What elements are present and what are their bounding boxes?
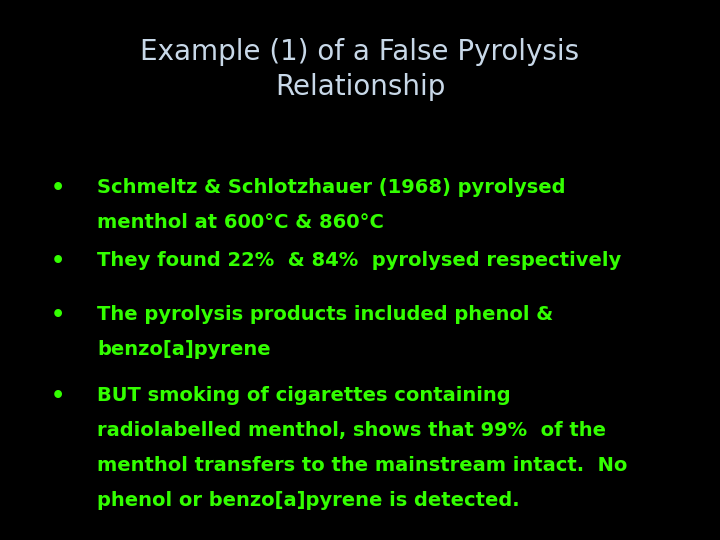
Text: menthol transfers to the mainstream intact.  No: menthol transfers to the mainstream inta… xyxy=(97,456,628,475)
Text: They found 22%  & 84%  pyrolysed respectively: They found 22% & 84% pyrolysed respectiv… xyxy=(97,251,621,270)
Text: phenol or benzo[a]pyrene is detected.: phenol or benzo[a]pyrene is detected. xyxy=(97,491,520,510)
Text: Example (1) of a False Pyrolysis
Relationship: Example (1) of a False Pyrolysis Relatio… xyxy=(140,38,580,102)
Text: •: • xyxy=(50,178,65,198)
Text: Schmeltz & Schlotzhauer (1968) pyrolysed: Schmeltz & Schlotzhauer (1968) pyrolysed xyxy=(97,178,566,197)
Text: BUT smoking of cigarettes containing: BUT smoking of cigarettes containing xyxy=(97,386,510,405)
Text: radiolabelled menthol, shows that 99%  of the: radiolabelled menthol, shows that 99% of… xyxy=(97,421,606,440)
Text: menthol at 600°C & 860°C: menthol at 600°C & 860°C xyxy=(97,213,384,232)
Text: benzo[a]pyrene: benzo[a]pyrene xyxy=(97,340,271,359)
Text: •: • xyxy=(50,251,65,271)
Text: •: • xyxy=(50,305,65,325)
Text: The pyrolysis products included phenol &: The pyrolysis products included phenol & xyxy=(97,305,554,324)
Text: •: • xyxy=(50,386,65,406)
